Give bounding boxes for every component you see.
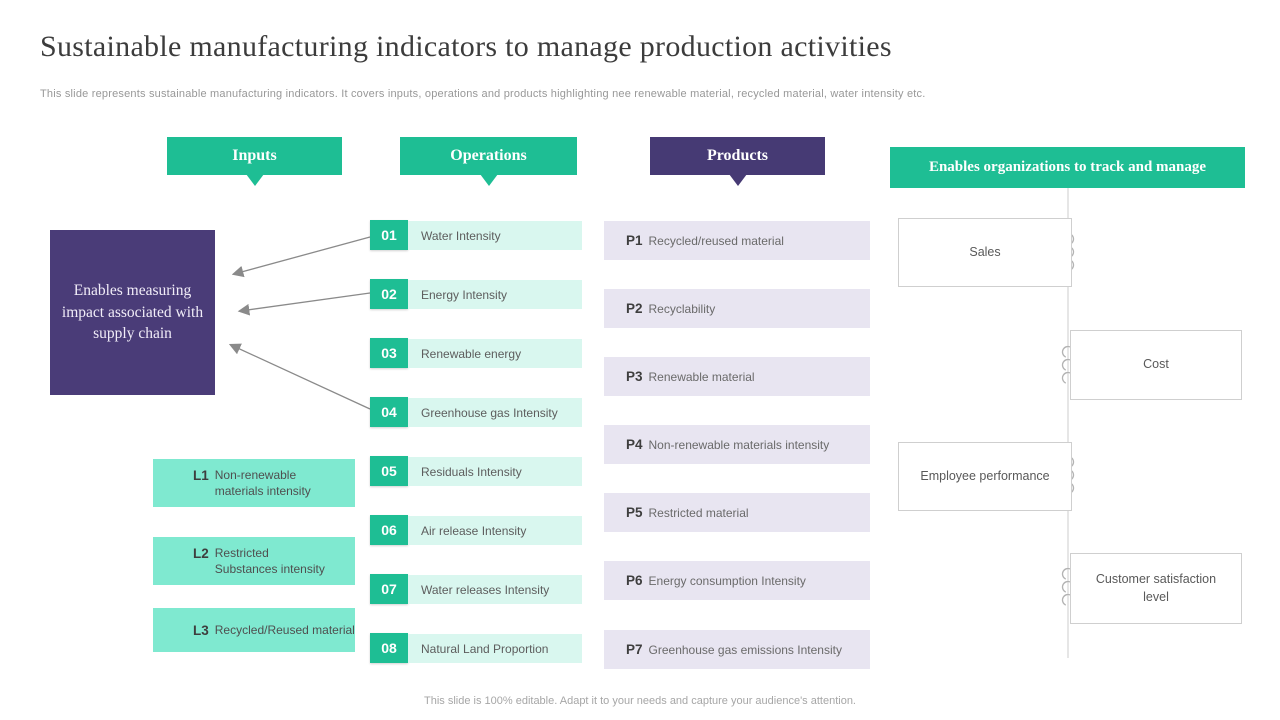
product-code: P1 — [626, 233, 643, 248]
impact-box-text: Enables measuring impact associated with… — [61, 281, 204, 343]
input-item-l1: L1 Non-renewable materials intensity — [153, 459, 355, 508]
input-item-l2: L2 Restricted Substances intensity — [153, 537, 355, 586]
operation-item-06: 06 Air release Intensity — [370, 515, 582, 545]
operation-number: 05 — [370, 456, 408, 486]
product-code: P7 — [626, 642, 643, 657]
product-label: Recycled/reused material — [648, 233, 784, 248]
operation-number: 08 — [370, 633, 408, 663]
track-box-label: Sales — [969, 244, 1001, 259]
product-item-p7: P7 Greenhouse gas emissions Intensity — [604, 630, 870, 669]
operation-label: Greenhouse gas Intensity — [408, 398, 582, 427]
operation-number: 02 — [370, 279, 408, 309]
operation-number: 04 — [370, 397, 408, 427]
track-box-label: Employee performance — [920, 468, 1050, 483]
input-label: Recycled/Reused material — [214, 622, 355, 637]
tab-products: Products — [650, 137, 825, 175]
product-code: P4 — [626, 437, 643, 452]
tab-operations-label: Operations — [450, 147, 527, 164]
track-header: Enables organizations to track and manag… — [890, 147, 1245, 188]
tab-inputs: Inputs — [167, 137, 342, 175]
operation-label: Energy Intensity — [408, 280, 582, 309]
product-label: Restricted material — [648, 505, 749, 520]
operation-label: Air release Intensity — [408, 516, 582, 545]
input-code: L2 — [193, 546, 209, 561]
product-label: Greenhouse gas emissions Intensity — [648, 642, 842, 657]
operation-number: 03 — [370, 338, 408, 368]
operation-item-01: 01 Water Intensity — [370, 220, 582, 250]
track-box-cost: Cost — [1070, 330, 1242, 400]
input-label: Restricted Substances intensity — [214, 546, 325, 577]
operation-item-07: 07 Water releases Intensity — [370, 574, 582, 604]
product-label: Renewable material — [648, 369, 755, 384]
product-code: P5 — [626, 505, 643, 520]
product-label: Non-renewable materials intensity — [648, 437, 830, 452]
track-box-customer-satisfaction: Customer satisfaction level — [1070, 553, 1242, 624]
input-label: Non-renewable materials intensity — [214, 468, 311, 499]
track-box-label: Customer satisfaction level — [1095, 572, 1217, 604]
track-box-label: Cost — [1143, 357, 1169, 372]
operation-item-03: 03 Renewable energy — [370, 338, 582, 368]
operation-item-08: 08 Natural Land Proportion — [370, 633, 582, 663]
track-header-label: Enables organizations to track and manag… — [928, 159, 1207, 175]
product-code: P2 — [626, 301, 643, 316]
operation-item-02: 02 Energy Intensity — [370, 279, 582, 309]
product-item-p2: P2 Recyclability — [604, 289, 870, 328]
operation-number: 07 — [370, 574, 408, 604]
slide-footer: This slide is 100% editable. Adapt it to… — [424, 695, 856, 707]
coil-connectors — [1061, 232, 1075, 607]
operation-item-04: 04 Greenhouse gas Intensity — [370, 397, 582, 427]
track-box-sales: Sales — [898, 218, 1072, 287]
impact-box: Enables measuring impact associated with… — [50, 230, 215, 395]
operation-item-05: 05 Residuals Intensity — [370, 456, 582, 486]
product-item-p3: P3 Renewable material — [604, 357, 870, 396]
product-code: P3 — [626, 369, 643, 384]
track-box-employee-performance: Employee performance — [898, 442, 1072, 511]
product-item-p6: P6 Energy consumption Intensity — [604, 561, 870, 600]
page-title: Sustainable manufacturing indicators to … — [40, 30, 892, 63]
product-item-p1: P1 Recycled/reused material — [604, 221, 870, 260]
product-label: Energy consumption Intensity — [648, 573, 806, 588]
operation-label: Residuals Intensity — [408, 457, 582, 486]
input-item-l3: L3 Recycled/Reused material — [153, 608, 355, 652]
tab-products-label: Products — [706, 147, 769, 164]
product-item-p5: P5 Restricted material — [604, 493, 870, 532]
operation-label: Renewable energy — [408, 339, 582, 368]
product-code: P6 — [626, 573, 643, 588]
operation-number: 06 — [370, 515, 408, 545]
input-code: L3 — [193, 622, 209, 638]
impact-arrows — [228, 236, 371, 410]
tab-inputs-label: Inputs — [232, 147, 277, 164]
operation-label: Water releases Intensity — [408, 575, 582, 604]
tab-operations: Operations — [400, 137, 577, 175]
operation-label: Natural Land Proportion — [408, 634, 582, 663]
operation-label: Water Intensity — [408, 221, 582, 250]
product-item-p4: P4 Non-renewable materials intensity — [604, 425, 870, 464]
product-label: Recyclability — [648, 301, 716, 316]
input-code: L1 — [193, 468, 209, 483]
operation-number: 01 — [370, 220, 408, 250]
slide-subtitle: This slide represents sustainable manufa… — [40, 88, 926, 100]
